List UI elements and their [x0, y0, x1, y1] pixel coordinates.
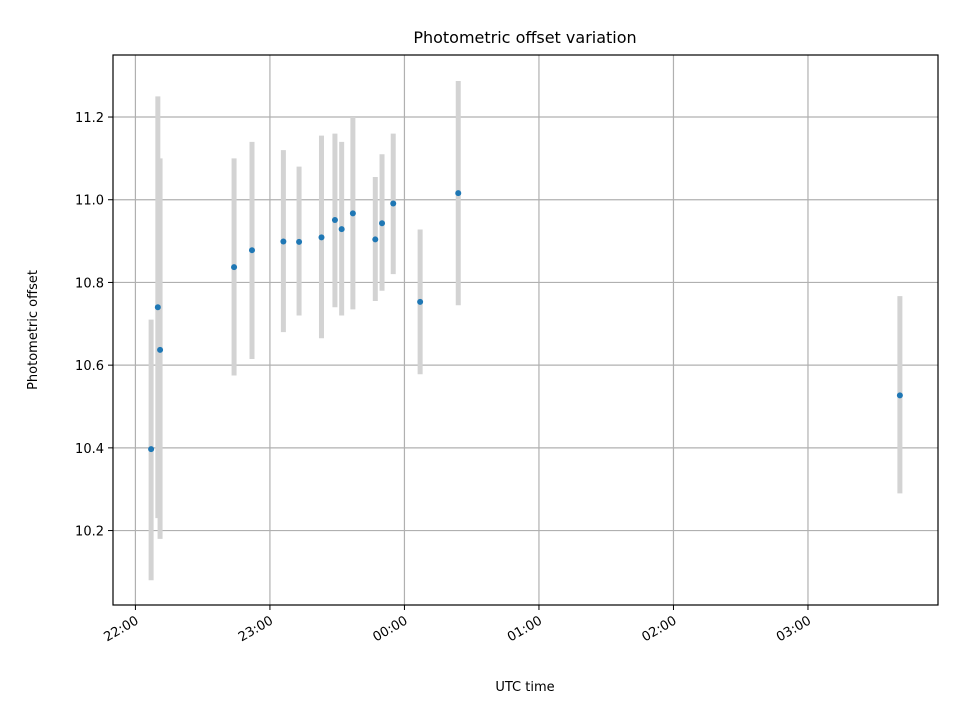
x-tick-label: 01:00 [505, 613, 545, 645]
data-point [154, 304, 161, 311]
y-tick-label: 10.4 [75, 442, 104, 457]
y-tick-label: 10.2 [75, 525, 104, 540]
y-tick-label: 11.0 [75, 194, 104, 209]
data-point [338, 226, 345, 233]
plot-frame [112, 54, 939, 606]
data-point [331, 217, 338, 223]
data-point [296, 238, 303, 245]
y-tick-label: 10.8 [75, 276, 104, 291]
x-tick-label: 02:00 [640, 613, 680, 645]
x-tick-label: 23:00 [236, 613, 276, 645]
x-axis-label: UTC time [495, 680, 554, 695]
y-tick-label: 10.6 [75, 359, 104, 374]
data-point [248, 247, 255, 254]
data-point [455, 190, 462, 197]
error-bars [148, 81, 903, 581]
y-tick-label: 11.2 [75, 111, 104, 126]
data-point [318, 234, 325, 241]
data-points [148, 190, 903, 453]
data-point [280, 238, 287, 245]
data-point [157, 346, 164, 353]
data-point [349, 210, 356, 217]
chart-title: Photometric offset variation [413, 28, 636, 47]
data-point [372, 236, 379, 243]
x-tick-label: 00:00 [370, 613, 410, 645]
x-tick-label: 22:00 [101, 613, 141, 645]
grid-lines [113, 55, 938, 605]
axis-ticks: 22:00 23:00 00:00 01:00 02:00 03:00 10.2 10.4 10… [75, 111, 814, 645]
data-point [379, 220, 386, 227]
data-point [896, 392, 903, 399]
data-point [390, 200, 397, 207]
data-point [417, 298, 424, 305]
data-point [148, 446, 155, 453]
data-point [231, 264, 238, 271]
y-axis-label: Photometric offset [26, 270, 41, 390]
x-tick-label: 03:00 [774, 613, 814, 645]
